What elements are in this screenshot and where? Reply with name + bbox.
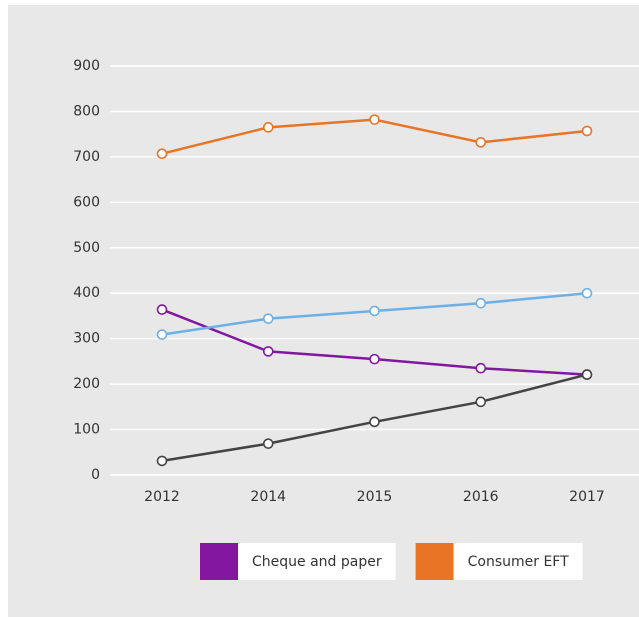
y-tick-label: 400	[73, 285, 100, 301]
data-point	[156, 329, 168, 340]
legend-box	[453, 543, 583, 580]
legend-box	[238, 543, 396, 580]
y-tick-label: 200	[73, 376, 100, 392]
data-point	[156, 148, 168, 160]
data-point	[262, 346, 274, 357]
legend-swatch	[200, 543, 238, 580]
data-point	[475, 396, 487, 408]
data-point	[369, 114, 380, 125]
data-point	[369, 416, 380, 428]
legend-label: Cheque and paper	[252, 554, 382, 570]
data-point	[581, 369, 593, 380]
data-point	[581, 287, 593, 299]
data-point	[262, 122, 274, 133]
data-point	[156, 304, 168, 315]
data-point	[475, 297, 487, 309]
legend-swatch	[415, 543, 454, 580]
data-point	[475, 362, 487, 374]
data-point	[262, 438, 274, 449]
data-point	[156, 455, 168, 467]
legend-label: Consumer EFT	[468, 554, 569, 570]
x-tick-label: 2012	[144, 489, 180, 505]
data-point	[369, 305, 380, 317]
data-point	[475, 137, 487, 148]
y-tick-label: 600	[73, 194, 100, 210]
data-point	[262, 313, 274, 324]
y-tick-label: 900	[73, 58, 100, 74]
data-point	[581, 125, 593, 137]
y-tick-label: 0	[91, 467, 100, 483]
y-tick-label: 800	[73, 103, 100, 119]
y-tick-label: 700	[73, 149, 100, 165]
x-tick-label: 2017	[569, 489, 605, 505]
y-tick-label: 300	[73, 331, 100, 347]
y-tick-label: 100	[73, 422, 100, 438]
x-tick-label: 2014	[250, 489, 286, 505]
x-tick-label: 2015	[357, 489, 393, 505]
chart-background	[8, 5, 639, 617]
y-tick-label: 500	[73, 240, 100, 256]
x-tick-label: 2016	[463, 489, 499, 505]
data-point	[369, 353, 380, 365]
